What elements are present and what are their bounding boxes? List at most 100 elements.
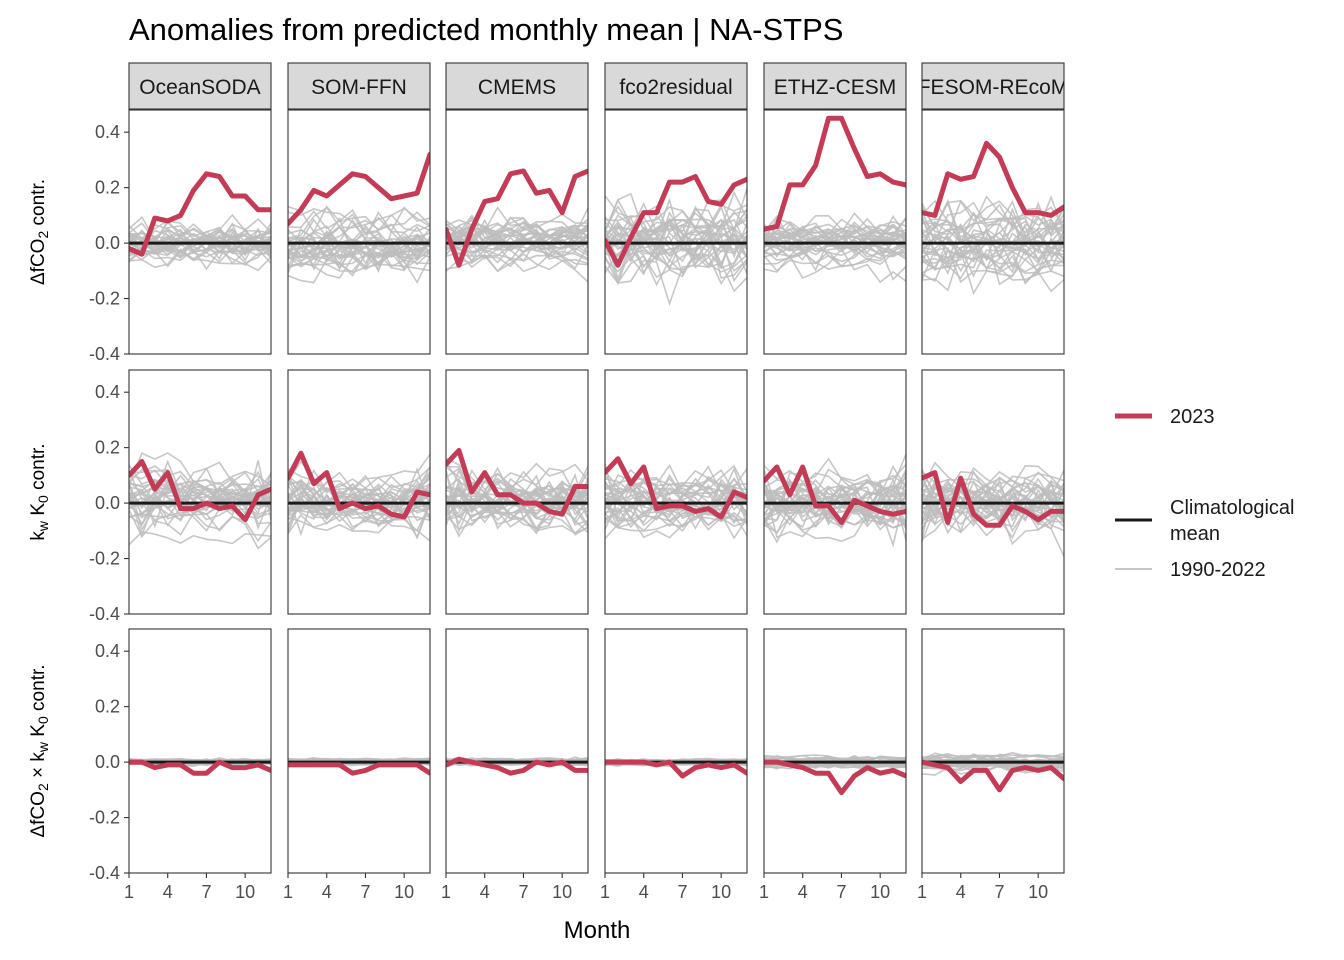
panel-border — [763, 369, 907, 615]
background-year-line — [129, 452, 271, 487]
facet-strip-background — [128, 62, 272, 110]
background-year-line — [129, 228, 271, 248]
y-tick-label: 0.0 — [95, 493, 120, 513]
panel-border — [604, 109, 748, 355]
y-axis: -0.4 -0.2 0.0 0.2 0.4 — [89, 641, 129, 883]
series-2023-line — [764, 759, 906, 796]
facet-panel — [287, 109, 431, 355]
facet-panel — [604, 628, 748, 874]
background-year-line — [764, 488, 906, 519]
panel-border — [604, 628, 748, 874]
legend: 2023 Climatological mean 1990-2022 — [1115, 406, 1295, 581]
panel-border — [287, 369, 431, 615]
facet-strip: FESOM-REcoM — [921, 62, 1065, 110]
y-tick-label: 0.2 — [95, 697, 120, 717]
background-year-line — [605, 508, 747, 540]
background-year-line — [605, 230, 747, 269]
background-year-line — [288, 243, 430, 269]
background-year-line — [129, 213, 271, 241]
facet-strip-label: SOM-FFN — [311, 76, 407, 99]
series-2023-line — [922, 140, 1064, 218]
background-year-line — [922, 461, 1064, 496]
x-tick-label: 7 — [518, 882, 528, 902]
facet-panel — [763, 109, 907, 355]
panel-border — [921, 109, 1065, 355]
facet-panel — [604, 369, 748, 615]
panel-background — [605, 629, 747, 873]
series-2023-line — [129, 759, 271, 776]
x-tick-label: 1 — [917, 882, 927, 902]
facet-panel — [287, 369, 431, 615]
y-tick-label: 0.0 — [95, 233, 120, 253]
x-tick-label: 10 — [235, 882, 255, 902]
facet-panel — [763, 628, 907, 874]
facet-panel — [287, 628, 431, 874]
panel-border — [128, 369, 272, 615]
background-year-line — [288, 205, 430, 234]
background-year-line — [922, 223, 1064, 271]
background-year-line — [288, 487, 430, 517]
series-2023-line — [288, 151, 430, 227]
background-year-line — [446, 504, 588, 535]
background-year-line — [922, 247, 1064, 274]
series-2023-line — [605, 759, 747, 779]
x-tick-label: 10 — [870, 882, 890, 902]
row-label: ΔfCO2 × kw K0 contr. — [28, 664, 51, 837]
x-tick-label: 4 — [798, 882, 808, 902]
y-tick-label: -0.2 — [89, 549, 120, 569]
chart-title: Anomalies from predicted monthly mean | … — [129, 12, 843, 47]
panel-border — [763, 628, 907, 874]
background-year-line — [764, 457, 906, 492]
y-tick-label: 0.4 — [95, 122, 120, 142]
panel-background — [129, 629, 271, 873]
background-year-line — [446, 206, 588, 236]
background-year-line — [605, 198, 747, 242]
background-year-line — [764, 501, 906, 530]
y-axis: -0.4 -0.2 0.0 0.2 0.4 — [89, 122, 129, 364]
facet-panel — [128, 628, 272, 874]
background-year-line — [288, 503, 430, 532]
facet-strip-background — [763, 62, 907, 110]
facet-strip: ETHZ-CESM — [763, 62, 907, 110]
background-year-line — [764, 483, 906, 524]
panel-border — [445, 369, 589, 615]
facet-panel — [445, 369, 589, 615]
facet-panel — [128, 369, 272, 615]
panel-border — [128, 109, 272, 355]
series-2023-line — [605, 456, 747, 520]
x-axis-title: Month — [564, 917, 631, 944]
background-year-line — [129, 531, 271, 546]
x-tick-label: 7 — [836, 882, 846, 902]
row-label: ΔfCO2 contr. — [28, 179, 51, 285]
panel-border — [445, 109, 589, 355]
series-2023-line — [129, 459, 271, 523]
x-tick-label: 7 — [677, 882, 687, 902]
facet-strip-label: CMEMS — [478, 76, 556, 99]
panel-background — [922, 629, 1064, 873]
background-year-line — [288, 477, 430, 522]
background-year-line — [288, 471, 430, 503]
legend-entry: 1990-2022 — [1115, 559, 1266, 581]
background-year-line — [764, 249, 906, 272]
panel-border — [921, 628, 1065, 874]
panel-border — [287, 109, 431, 355]
y-tick-label: 0.2 — [95, 438, 120, 458]
background-year-line — [288, 466, 430, 507]
background-year-line — [605, 202, 747, 247]
facet-strip: fco2residual — [604, 62, 748, 110]
x-tick-label: 7 — [994, 882, 1004, 902]
background-year-line — [129, 461, 271, 493]
facet-strip-background — [287, 62, 431, 110]
background-year-line — [922, 485, 1064, 530]
legend-label: 1990-2022 — [1170, 559, 1266, 581]
x-tick-label: 4 — [956, 882, 966, 902]
background-year-line — [129, 248, 271, 271]
facet-strip: CMEMS — [445, 62, 589, 110]
x-tick-label: 1 — [283, 882, 293, 902]
y-axis: -0.4 -0.2 0.0 0.2 0.4 — [89, 382, 129, 624]
background-year-line — [605, 477, 747, 512]
legend-entry: Climatological mean — [1115, 497, 1295, 545]
x-tick-label: 4 — [639, 882, 649, 902]
background-year-line — [288, 226, 430, 251]
